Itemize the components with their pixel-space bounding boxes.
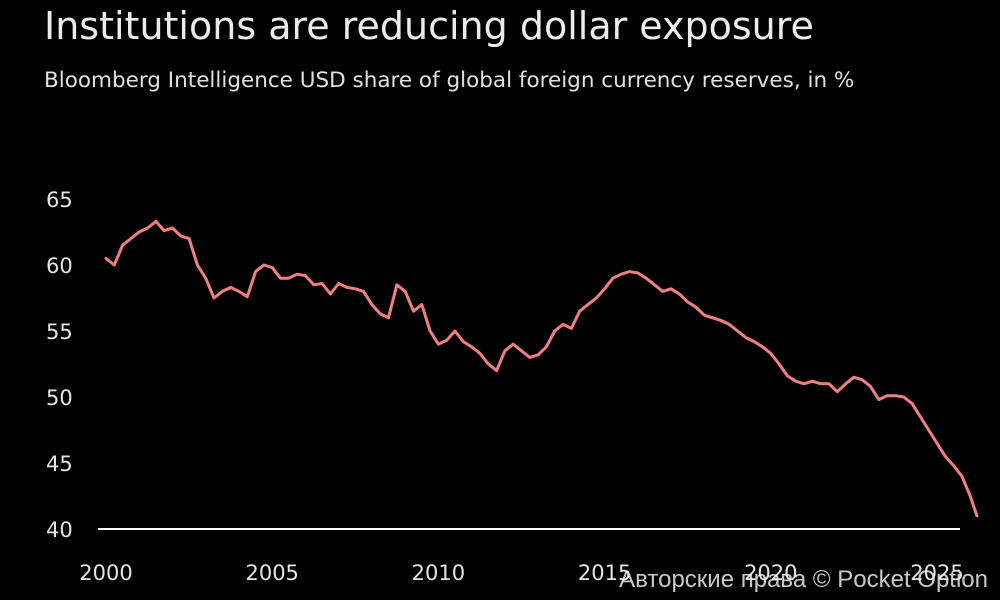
- x-tick-label-2025: 2025: [910, 561, 963, 585]
- chart-subtitle: Bloomberg Intelligence USD share of glob…: [44, 68, 855, 93]
- x-tick-label-2010: 2010: [412, 561, 465, 585]
- y-tick-label-55: 55: [46, 320, 73, 344]
- x-tick-label-2015: 2015: [578, 561, 631, 585]
- y-tick-label-60: 60: [46, 254, 73, 278]
- y-tick-label-40: 40: [46, 518, 73, 542]
- x-tick-label-2000: 2000: [79, 561, 132, 585]
- watermark: Авторские права © Pocket Option: [619, 566, 988, 593]
- x-axis-ticks: 2000 2005 2010 2015 2020 2025: [79, 561, 963, 585]
- chart-title: Institutions are reducing dollar exposur…: [44, 4, 814, 48]
- y-tick-label-50: 50: [46, 386, 73, 410]
- y-tick-label-45: 45: [46, 452, 73, 476]
- usd-share-line: [104, 219, 979, 518]
- y-tick-label-65: 65: [46, 188, 73, 212]
- x-tick-label-2005: 2005: [245, 561, 298, 585]
- x-tick-label-2020: 2020: [744, 561, 797, 585]
- y-axis-ticks: 40 45 50 55 60 65: [46, 188, 73, 542]
